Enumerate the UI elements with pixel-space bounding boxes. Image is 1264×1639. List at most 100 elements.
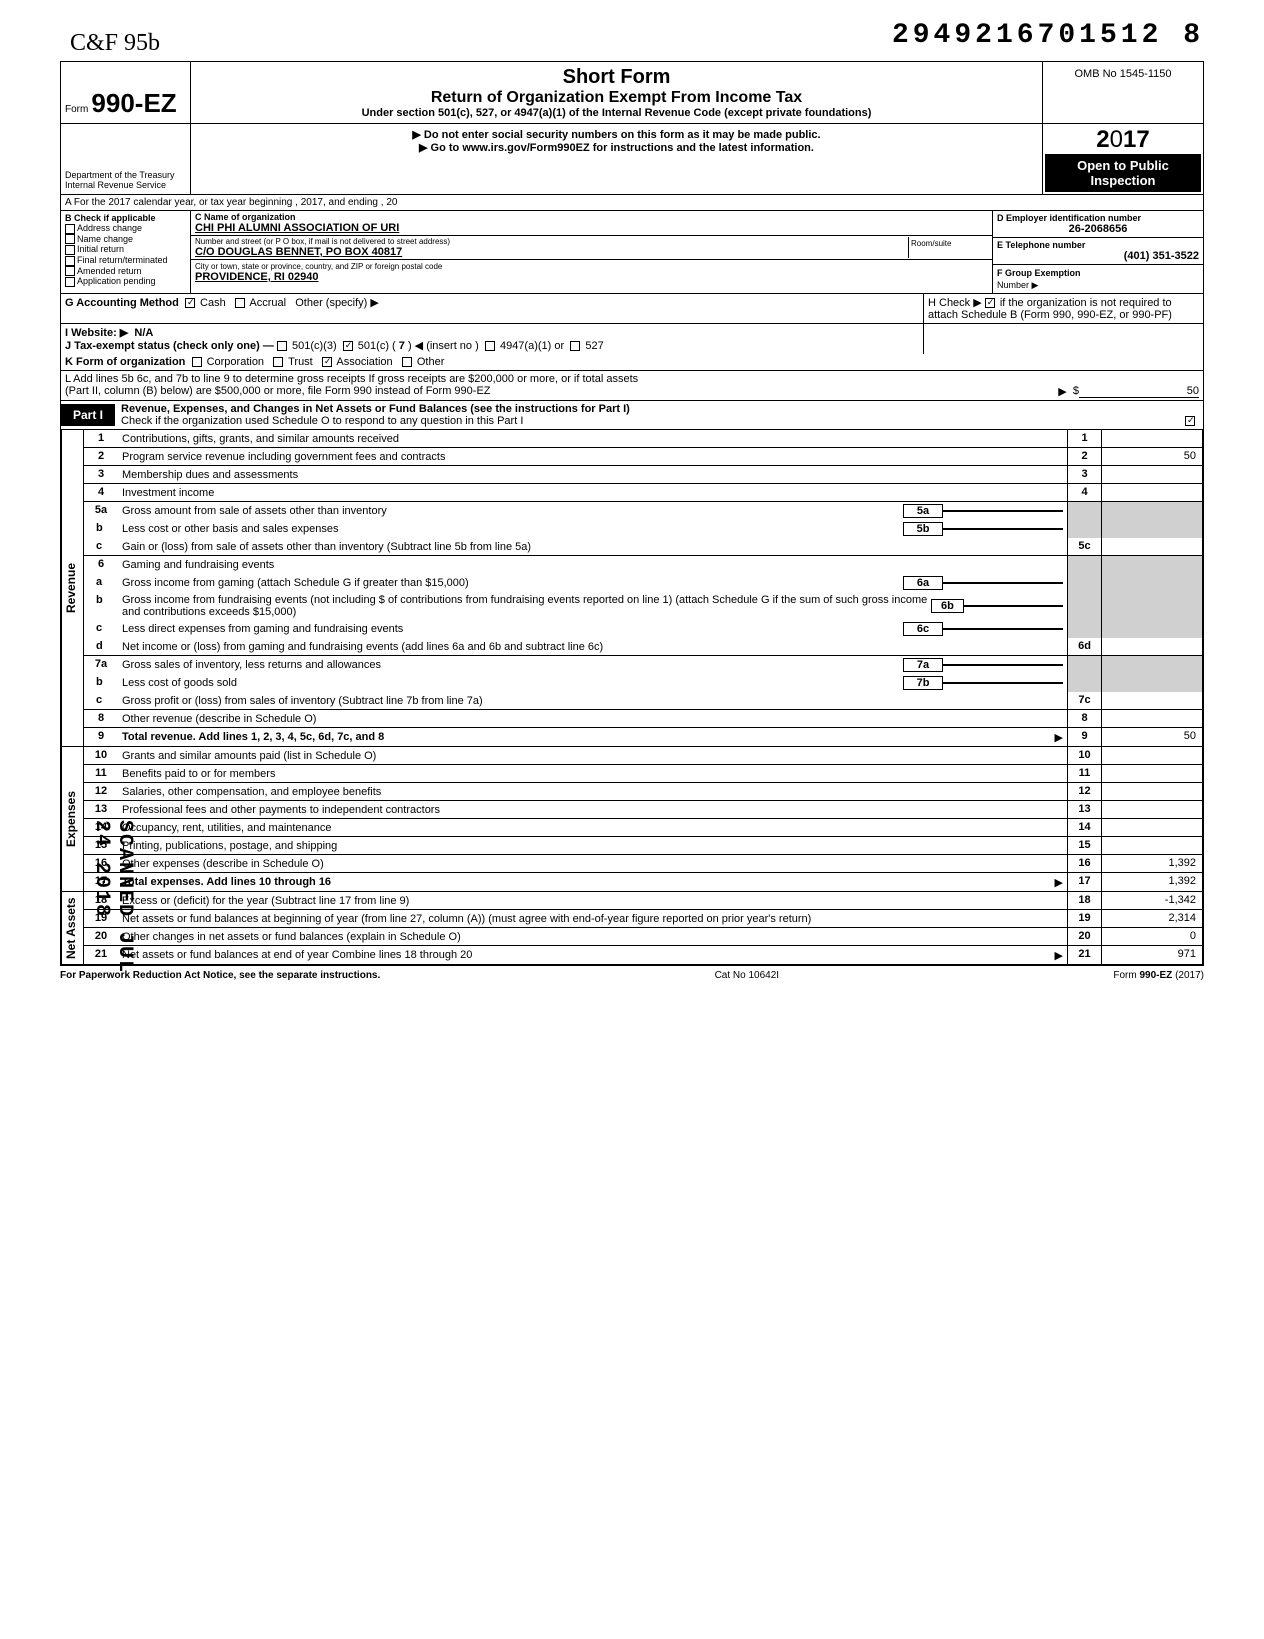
ln5a-n: 5a <box>84 502 118 520</box>
cb-initial[interactable]: Initial return <box>65 244 186 255</box>
section-c: C Name of organization CHI PHI ALUMNI AS… <box>191 211 993 293</box>
bcd-block: B Check if applicable Address change Nam… <box>60 211 1204 294</box>
netassets-label: Net Assets <box>61 892 83 964</box>
ln13-rn: 13 <box>1068 801 1102 818</box>
ln21-arrow: ▶ <box>1055 949 1063 962</box>
ln6c-ib: 6c <box>903 622 943 636</box>
ln1-rv <box>1102 430 1202 447</box>
expenses-label: Expenses <box>61 747 83 891</box>
cb-pending[interactable]: Application pending <box>65 276 186 287</box>
return-title: Return of Organization Exempt From Incom… <box>199 89 1034 107</box>
part1-title: Revenue, Expenses, and Changes in Net As… <box>115 401 1203 429</box>
ln7b-ib: 7b <box>903 676 943 690</box>
cb-accrual[interactable] <box>235 298 245 308</box>
cash-label: Cash <box>200 297 226 309</box>
room-label: Room/suite <box>908 237 988 258</box>
ln20-rn: 20 <box>1068 928 1102 945</box>
dept-cell: Department of the Treasury Internal Reve… <box>61 124 191 194</box>
l-line1: L Add lines 5b 6c, and 7b to line 9 to d… <box>65 373 1199 385</box>
cb-assoc[interactable] <box>322 357 332 367</box>
ln5b-n: b <box>84 520 118 538</box>
city-label: City or town, state or province, country… <box>195 262 988 271</box>
accrual-label: Accrual <box>249 297 286 309</box>
cb-address[interactable]: Address change <box>65 223 186 234</box>
l-arrow: ▶ <box>1058 385 1066 398</box>
ln8-d: Other revenue (describe in Schedule O) <box>118 710 1068 727</box>
cb-501c[interactable] <box>343 341 353 351</box>
ln19-rv: 2,314 <box>1102 910 1202 927</box>
ln6d-rv <box>1102 638 1202 655</box>
org-addr: C/O DOUGLAS BENNET, PO BOX 40817 <box>195 246 908 258</box>
logo-note: C&F 95b <box>70 30 160 57</box>
ln12-rv <box>1102 783 1202 800</box>
ln5a-d: Gross amount from sale of assets other t… <box>118 502 1068 520</box>
cb-527[interactable] <box>570 341 580 351</box>
addr-label: Number and street (or P O box, if mail i… <box>195 237 908 246</box>
ln3-rv <box>1102 466 1202 483</box>
row-l: L Add lines 5b 6c, and 7b to line 9 to d… <box>60 371 1204 401</box>
cb-amended[interactable]: Amended return <box>65 266 186 277</box>
opt-527: 527 <box>585 340 603 352</box>
footer-mid: Cat No 10642I <box>715 970 780 981</box>
dept-1: Department of the Treasury <box>65 170 186 180</box>
ln20-d: Other changes in net assets or fund bala… <box>118 928 1068 945</box>
ln4-rn: 4 <box>1068 484 1102 501</box>
ln10-rv <box>1102 747 1202 764</box>
ln21-rv: 971 <box>1102 946 1202 964</box>
open-inspection: Open to Public Inspection <box>1045 154 1201 192</box>
ln8-rv <box>1102 710 1202 727</box>
ln18-rv: -1,342 <box>1102 892 1202 909</box>
tax-year: 20201717 <box>1045 126 1201 154</box>
ln20-rv: 0 <box>1102 928 1202 945</box>
footer-row: For Paperwork Reduction Act Notice, see … <box>60 965 1204 985</box>
cb-cash[interactable] <box>185 298 195 308</box>
ln6b-n: b <box>84 592 118 620</box>
ln16-rv: 1,392 <box>1102 855 1202 872</box>
ln10-rn: 10 <box>1068 747 1102 764</box>
g-label: G Accounting Method <box>65 297 179 309</box>
cb-name[interactable]: Name change <box>65 234 186 245</box>
ln7b-d: Less cost of goods sold7b <box>118 674 1068 692</box>
cb-scho[interactable] <box>1185 416 1195 426</box>
omb-cell: OMB No 1545-1150 <box>1043 62 1203 123</box>
d-label: D Employer identification number <box>997 213 1199 223</box>
ln8-rn: 8 <box>1068 710 1102 727</box>
ln13-n: 13 <box>84 801 118 818</box>
ln12-rn: 12 <box>1068 783 1102 800</box>
cb-final[interactable]: Final return/terminated <box>65 255 186 266</box>
ln7c-n: c <box>84 692 118 709</box>
ln10-d: Grants and similar amounts paid (list in… <box>118 747 1068 764</box>
ln2-d: Program service revenue including govern… <box>118 448 1068 465</box>
cb-corp[interactable] <box>192 357 202 367</box>
ln17-arrow: ▶ <box>1055 876 1063 889</box>
ln3-rn: 3 <box>1068 466 1102 483</box>
ln4-d: Investment income <box>118 484 1068 501</box>
cb-4947[interactable] <box>485 341 495 351</box>
f-label2: Number ▶ <box>997 280 1038 290</box>
header-row-2: Department of the Treasury Internal Reve… <box>60 124 1204 195</box>
ln14-rn: 14 <box>1068 819 1102 836</box>
other-label: Other (specify) ▶ <box>295 297 379 309</box>
i-label: I Website: ▶ <box>65 327 128 339</box>
ln2-rn: 2 <box>1068 448 1102 465</box>
cb-h[interactable] <box>985 298 995 308</box>
h-label: H Check ▶ <box>928 297 982 309</box>
dln: 2949216701512 8 <box>60 20 1204 51</box>
l-val: 50 <box>1079 385 1199 398</box>
row-gh: G Accounting Method Cash Accrual Other (… <box>60 294 1204 324</box>
ln3-d: Membership dues and assessments <box>118 466 1068 483</box>
form-number: 990-EZ <box>91 88 176 118</box>
l-line2: (Part II, column (B) below) are $500,000… <box>65 385 1058 398</box>
cb-501c3[interactable] <box>277 341 287 351</box>
ln13-d: Professional fees and other payments to … <box>118 801 1068 818</box>
cb-other[interactable] <box>402 357 412 367</box>
ln7b-n: b <box>84 674 118 692</box>
cb-trust[interactable] <box>273 357 283 367</box>
ln5c-rn: 5c <box>1068 538 1102 555</box>
opt-assoc: Association <box>336 356 392 368</box>
k-label: K Form of organization <box>65 356 185 368</box>
ln7a-n: 7a <box>84 656 118 674</box>
ln12-n: 12 <box>84 783 118 800</box>
org-name: CHI PHI ALUMNI ASSOCIATION OF URI <box>195 222 988 234</box>
opt-501c3: 501(c)(3) <box>292 340 337 352</box>
